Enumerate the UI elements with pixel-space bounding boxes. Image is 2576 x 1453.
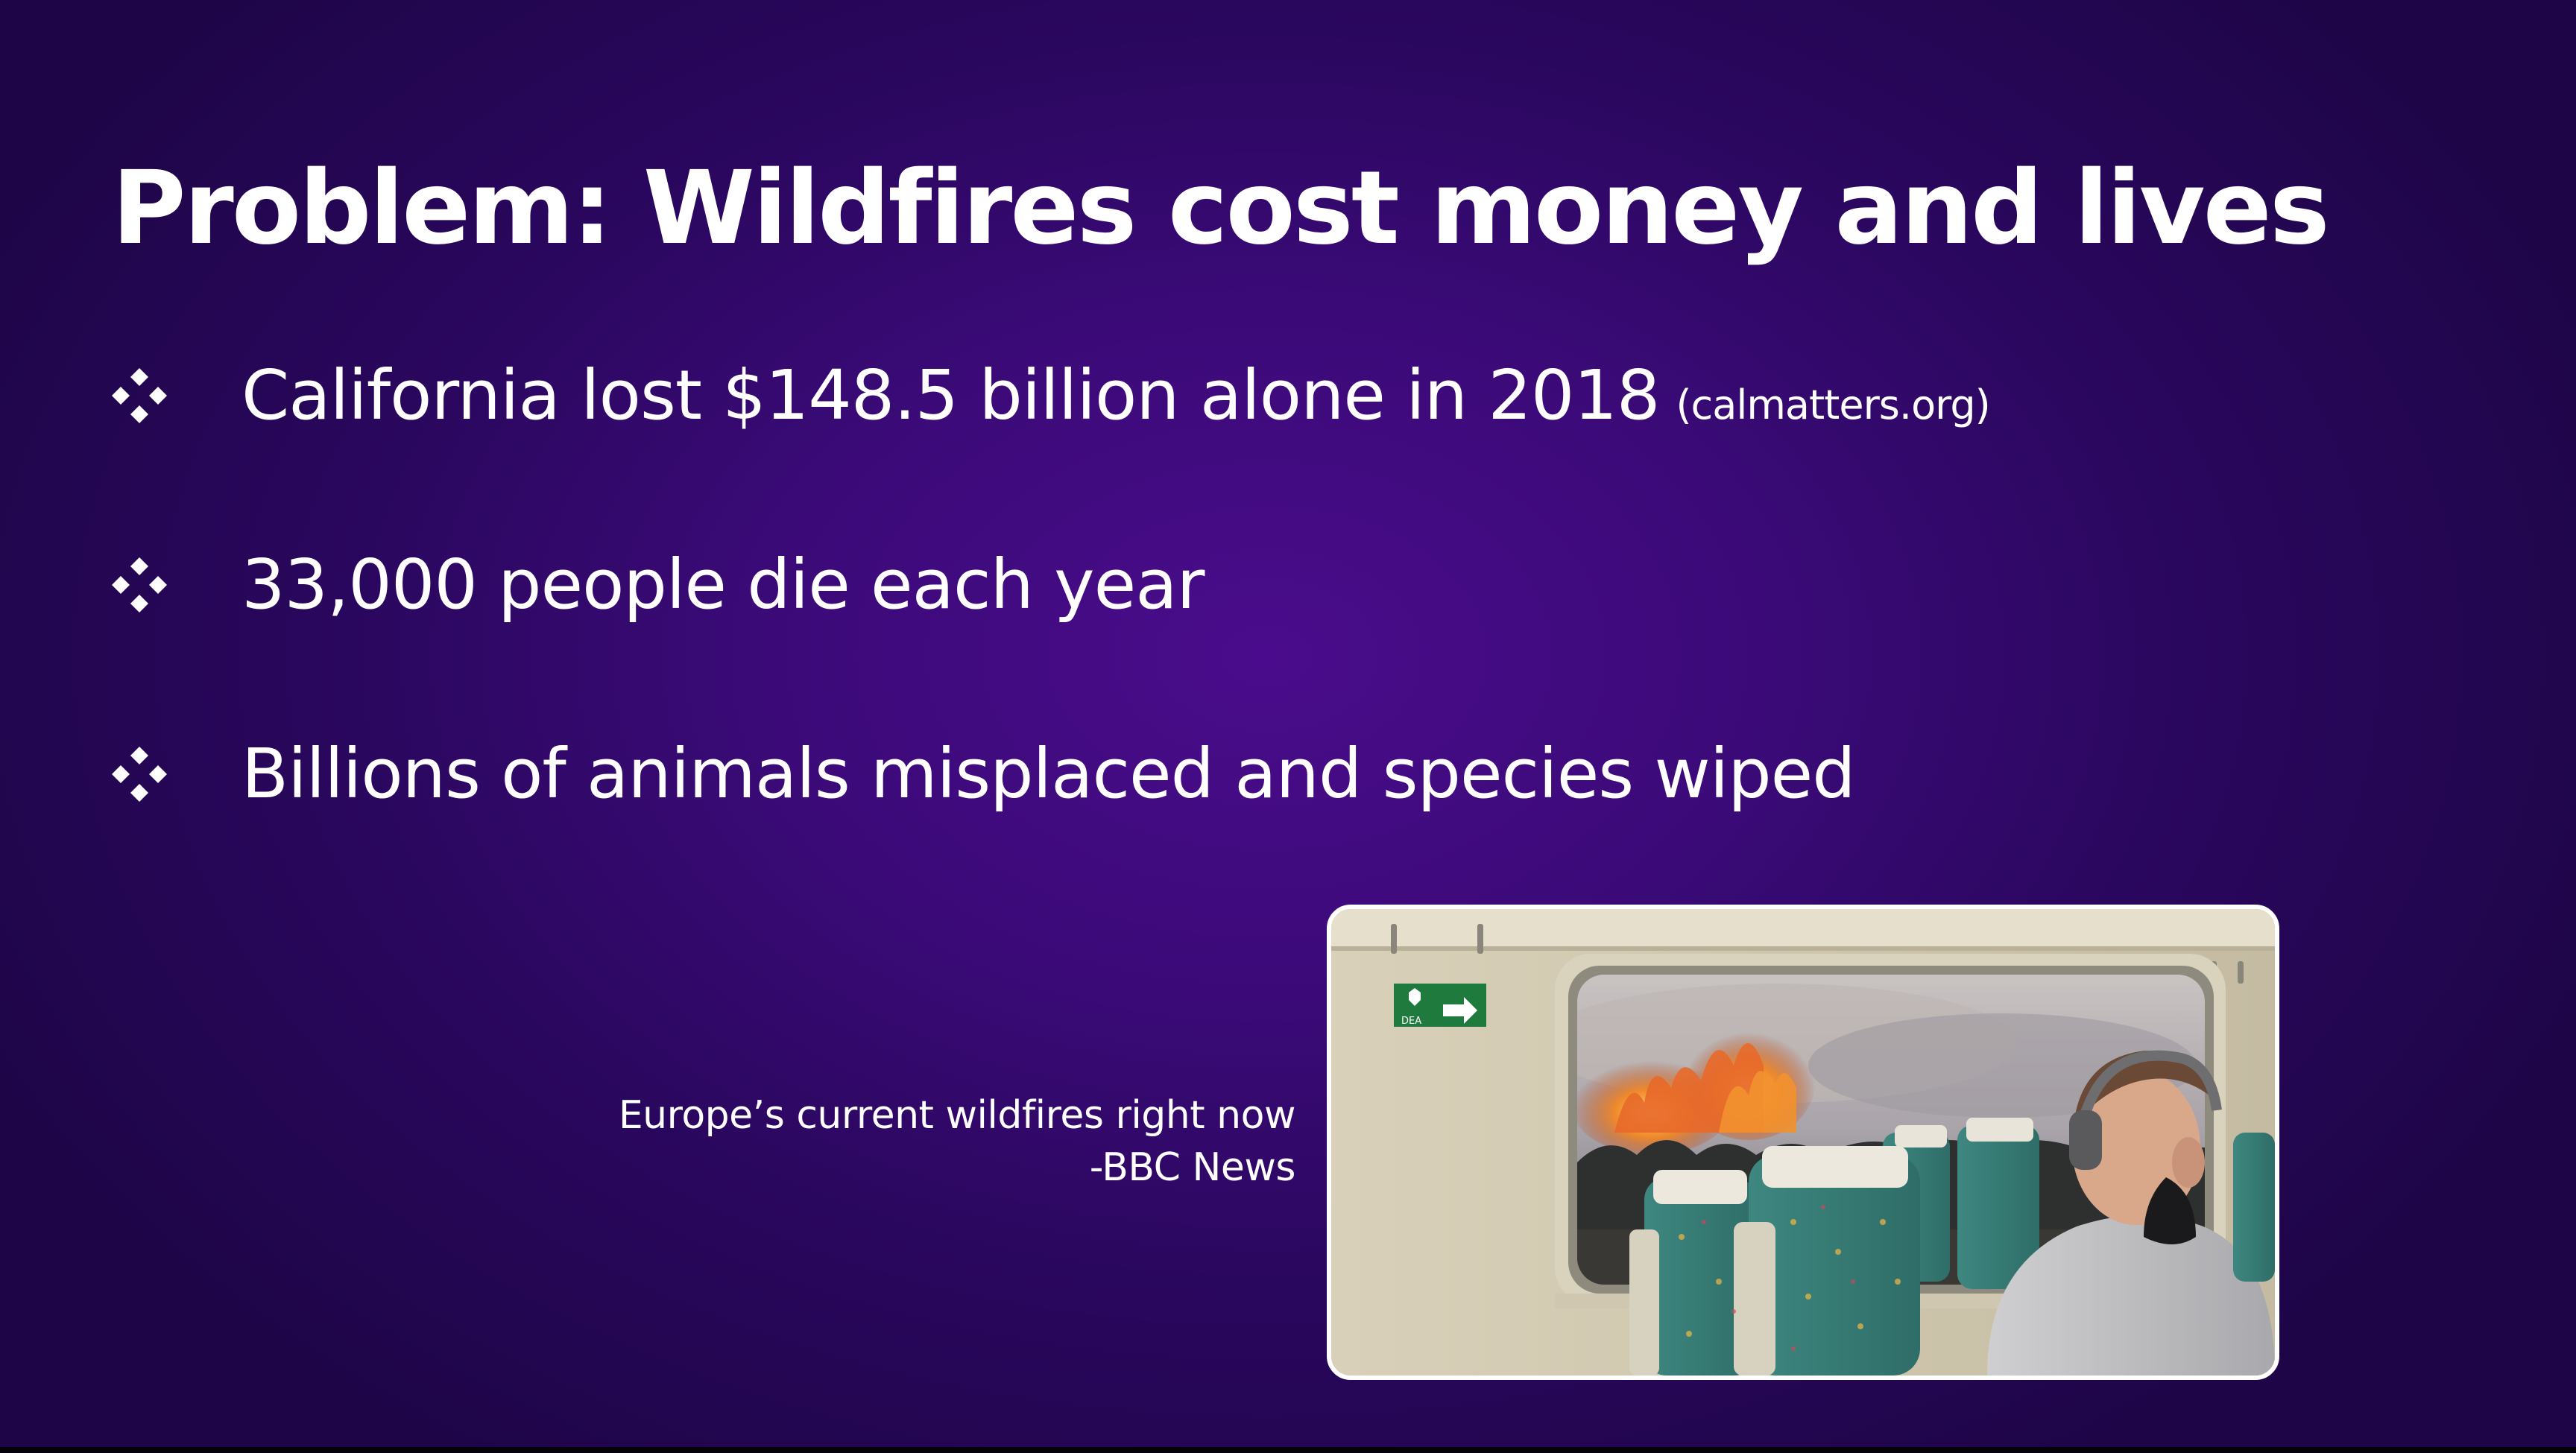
bullet-text: Billions of animals misplaced and specie… bbox=[242, 734, 1856, 814]
bottom-strip bbox=[0, 1447, 2576, 1453]
bullet-source: (calmatters.org) bbox=[1676, 382, 1990, 428]
bullet-text: 33,000 people die each year bbox=[242, 545, 1205, 624]
train-interior-illustration: DEA bbox=[1331, 909, 2275, 1376]
train-seat bbox=[1734, 1146, 1920, 1376]
diamond-cluster-icon bbox=[112, 368, 167, 423]
photo-caption: Europe’s current wildfires right now -BB… bbox=[618, 1089, 1296, 1194]
diamond-cluster-icon bbox=[112, 747, 167, 802]
bullet-text: California lost $148.5 billion alone in … bbox=[242, 355, 1991, 435]
bullet-item: Billions of animals misplaced and specie… bbox=[109, 733, 1856, 815]
passenger bbox=[1987, 1050, 2275, 1376]
bullet-item: 33,000 people die each year bbox=[109, 544, 1205, 626]
caption-source: -BBC News bbox=[1089, 1145, 1296, 1190]
emergency-sign: DEA bbox=[1394, 984, 1486, 1027]
wildfire-train-photo: DEA bbox=[1327, 905, 2279, 1380]
bullet-item: California lost $148.5 billion alone in … bbox=[109, 355, 1991, 437]
train-seat bbox=[1629, 1170, 1756, 1376]
svg-text:DEA: DEA bbox=[1401, 1016, 1421, 1027]
caption-line: Europe’s current wildfires right now bbox=[618, 1093, 1296, 1138]
slide-title: Problem: Wildfires cost money and lives bbox=[112, 150, 2330, 268]
diamond-cluster-icon bbox=[112, 557, 167, 612]
